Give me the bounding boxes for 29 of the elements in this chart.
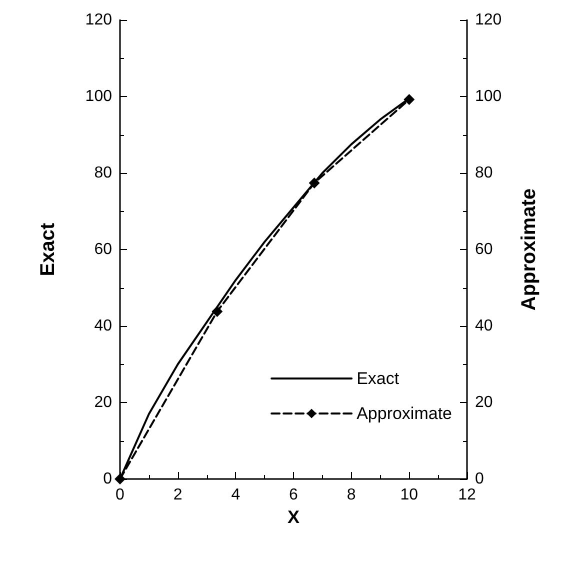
y-tick-label: 40 [94,318,112,334]
y2-tick-label: 0 [475,470,484,488]
y2-tick-label: 40 [475,318,493,334]
x-tick-label: 10 [400,486,418,504]
y-tick-label: 60 [94,241,112,258]
y-tick-label: 0 [103,470,112,488]
y-tick-label: 80 [94,164,112,182]
x-tick-label: 12 [458,486,476,504]
y-tick-label: 120 [85,12,112,28]
x-axis-title: X [287,506,300,527]
y2-tick-label: 80 [475,164,493,182]
x-tick-label: 2 [173,486,182,504]
point [308,177,320,188]
y-tick-label: 20 [94,394,112,411]
x-tick-label: 6 [289,486,298,504]
y2-tick-label: 100 [475,88,502,105]
y2-axis-title: Approximate [518,188,540,311]
x-tick-label: 4 [231,486,240,504]
x-tick-label: 8 [346,486,356,504]
y2-tick-label: 20 [475,394,493,411]
legend-label: Approximate [356,404,452,423]
point [212,306,223,317]
y2-tick-label: 60 [475,241,493,258]
legend-label: Exact [356,369,400,388]
y-axis-title: Exact [37,222,59,276]
y-tick-label: 100 [85,88,112,105]
y2-tick-label: 120 [475,12,502,28]
x-tick-label: 0 [116,486,125,504]
point [404,94,415,106]
